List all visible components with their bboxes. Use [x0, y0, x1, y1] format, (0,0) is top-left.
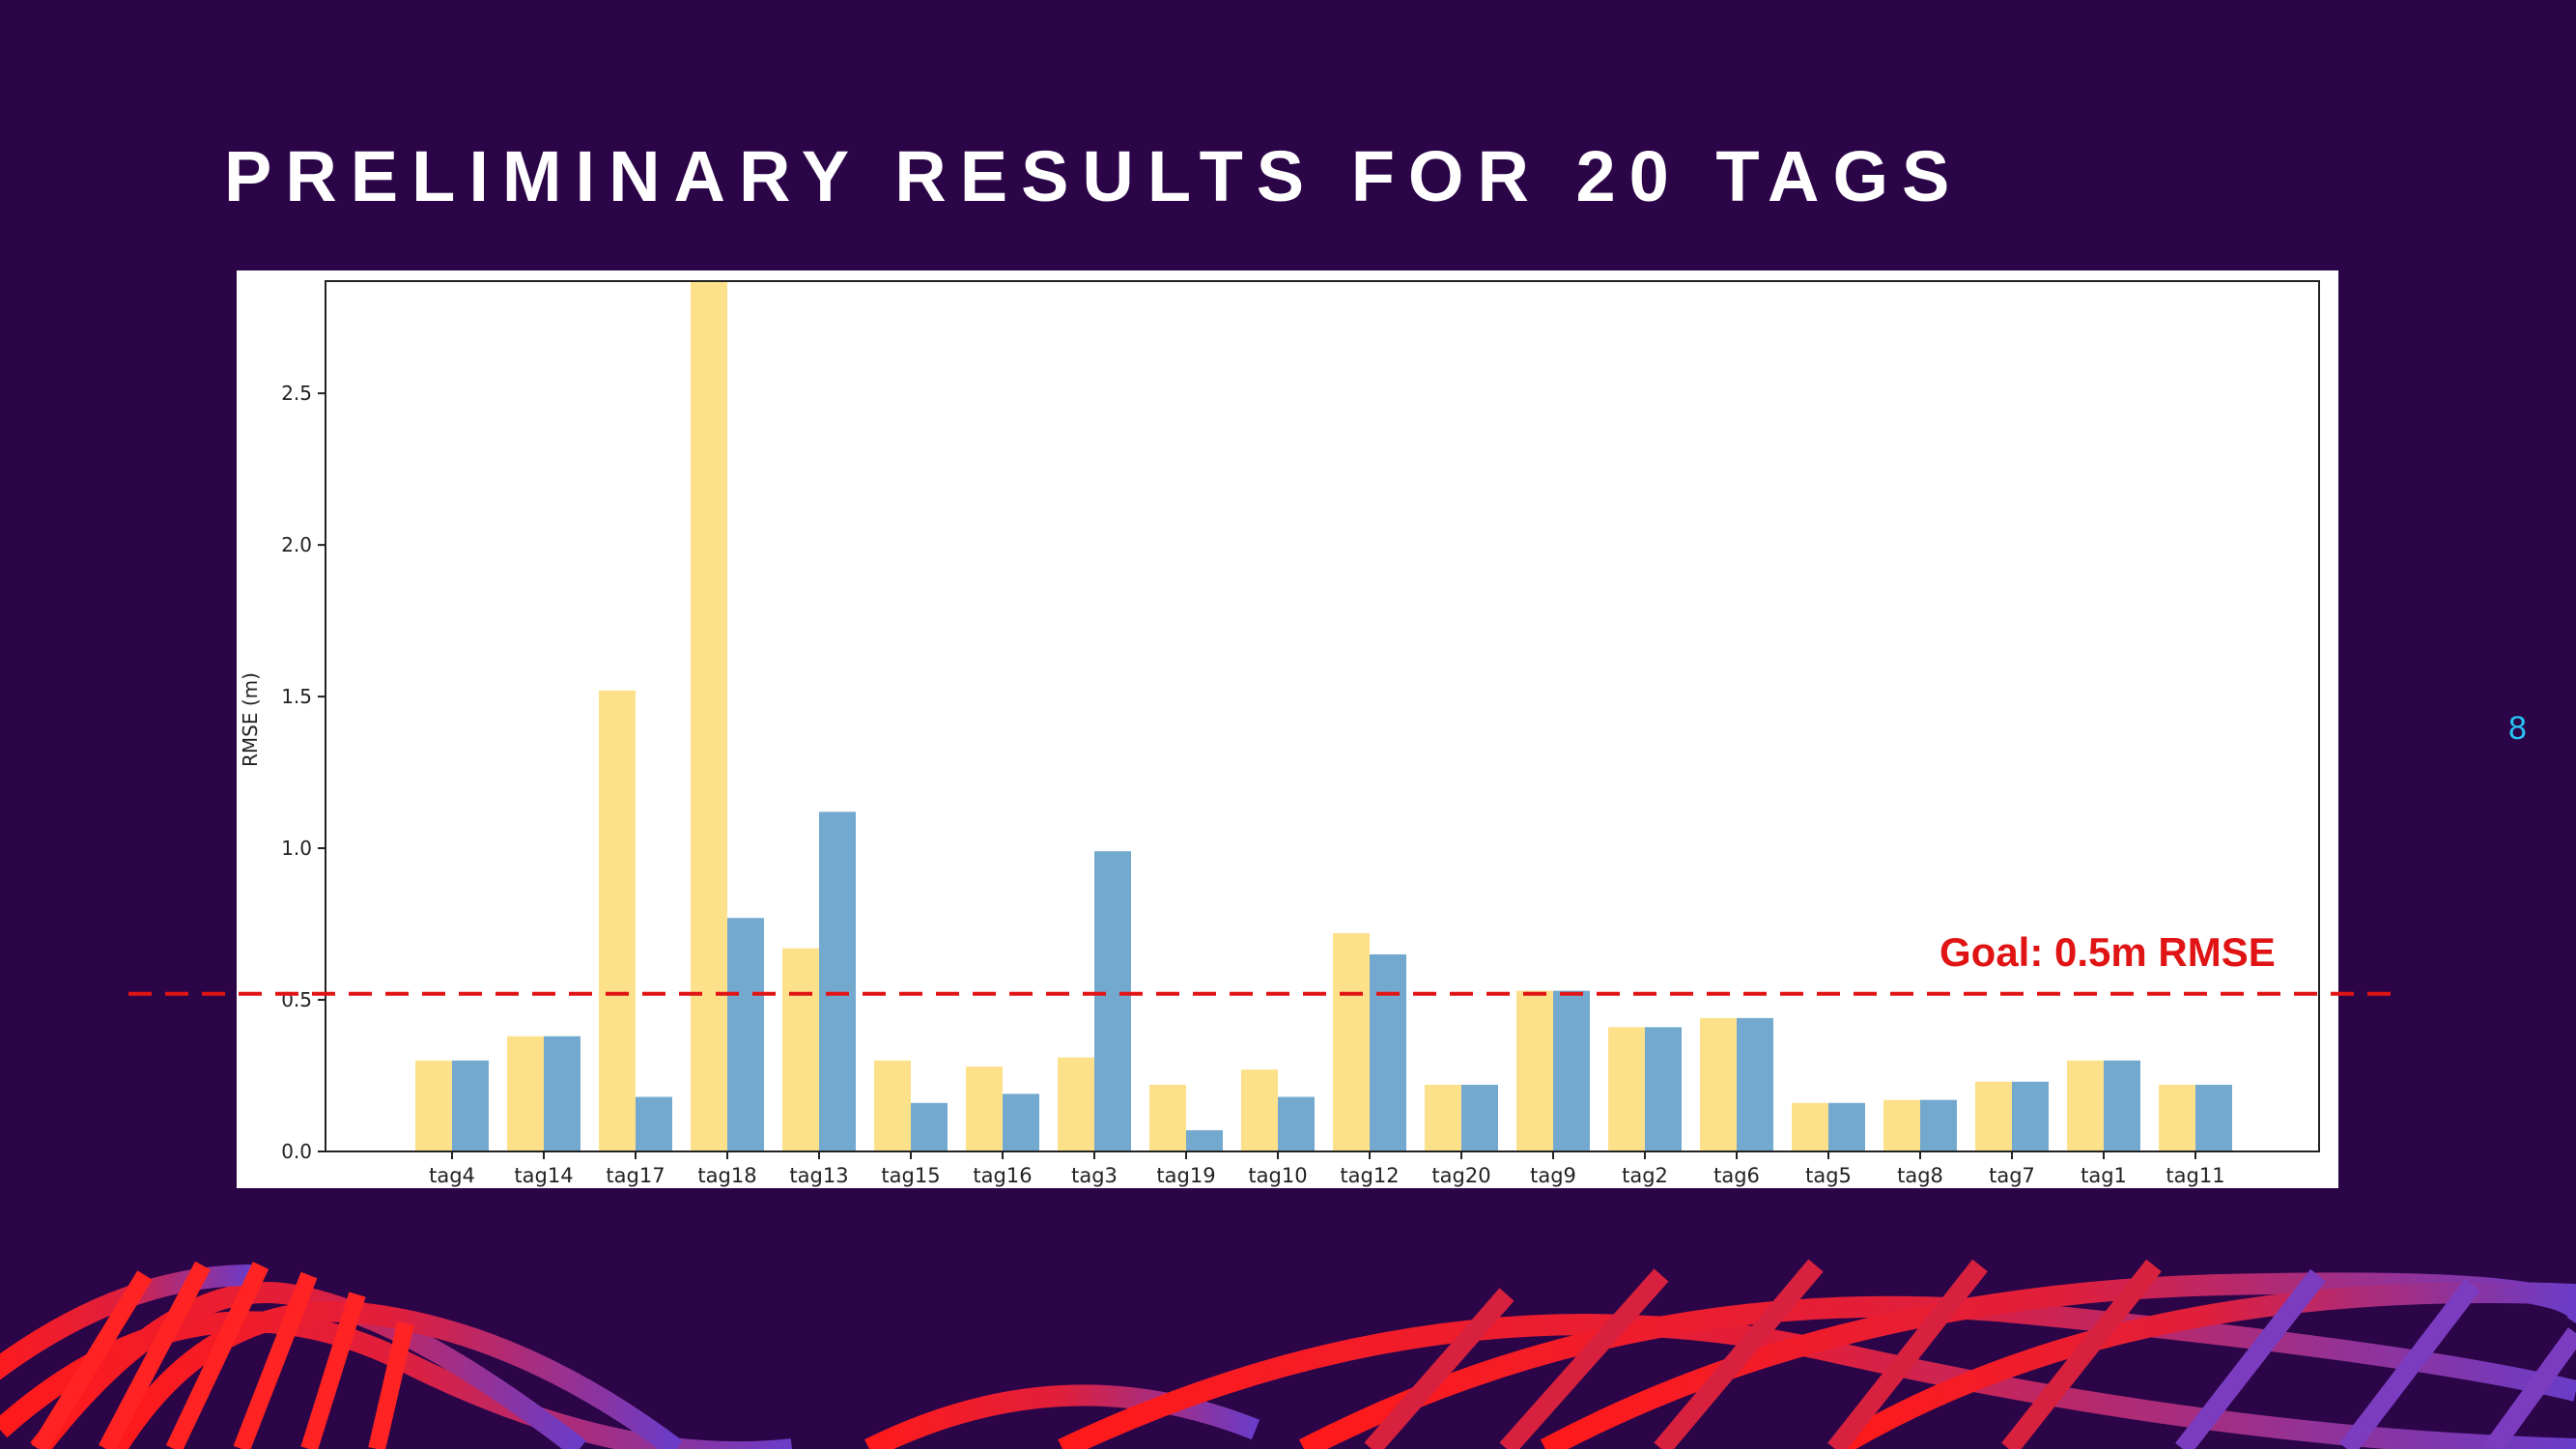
bar-tag8-series2 [1920, 1099, 1957, 1151]
bar-tag5-series2 [1828, 1102, 1865, 1151]
bar-tag16-series1 [966, 1066, 1003, 1151]
bar-tag14-series1 [507, 1036, 544, 1151]
bar-tag17-series2 [636, 1096, 672, 1151]
bar-tag15-series2 [911, 1102, 948, 1151]
x-tick-label-tag14: tag14 [514, 1164, 573, 1187]
bar-tag11-series2 [2195, 1084, 2232, 1151]
axes-frame [325, 280, 2320, 1152]
bar-tag11-series1 [2159, 1084, 2195, 1151]
x-tick-label-tag7: tag7 [1989, 1164, 2035, 1187]
y-axis-label: RMSE (m) [239, 672, 262, 767]
y-tick-label: 1.5 [281, 685, 312, 708]
x-tick-label-tag16: tag16 [973, 1164, 1032, 1187]
x-tick-label-tag20: tag20 [1431, 1164, 1490, 1187]
bar-tag19-series1 [1149, 1084, 1186, 1151]
slide-title: PRELIMINARY RESULTS FOR 20 TAGS [224, 136, 1964, 216]
x-tick-label-tag3: tag3 [1071, 1164, 1118, 1187]
bar-tag6-series1 [1700, 1017, 1737, 1151]
bar-tag14-series2 [544, 1036, 580, 1151]
bar-tag2-series1 [1608, 1027, 1645, 1151]
bar-tag7-series2 [2012, 1081, 2049, 1151]
bar-tag10-series2 [1278, 1096, 1315, 1151]
bar-tag1-series2 [2104, 1060, 2140, 1151]
x-tick-label-tag18: tag18 [697, 1164, 756, 1187]
bar-tag13-series1 [782, 948, 819, 1151]
y-axis: 0.0 0.5 1.0 1.5 2.0 2.5 [281, 382, 326, 1163]
y-tick-label: 1.0 [281, 837, 312, 860]
bar-tag8-series1 [1883, 1099, 1920, 1151]
x-tick-label-tag5: tag5 [1805, 1164, 1852, 1187]
bars-group [415, 281, 2232, 1151]
x-tick-label-tag6: tag6 [1713, 1164, 1760, 1187]
bar-tag7-series1 [1975, 1081, 2012, 1151]
x-tick-label-tag19: tag19 [1156, 1164, 1215, 1187]
y-tick-label: 0.0 [281, 1140, 312, 1163]
slide-number: 8 [2508, 710, 2527, 747]
bar-tag19-series2 [1186, 1130, 1223, 1151]
x-tick-label-tag4: tag4 [429, 1164, 475, 1187]
bar-tag10-series1 [1241, 1069, 1278, 1151]
x-tick-label-tag9: tag9 [1530, 1164, 1576, 1187]
bar-tag3-series2 [1094, 851, 1131, 1151]
bar-tag9-series1 [1516, 990, 1553, 1151]
x-tick-label-tag1: tag1 [2081, 1164, 2127, 1187]
bar-tag6-series2 [1737, 1017, 1773, 1151]
x-tick-label-tag13: tag13 [789, 1164, 848, 1187]
x-tick-label-tag17: tag17 [606, 1164, 665, 1187]
bar-tag9-series2 [1553, 990, 1590, 1151]
bar-tag13-series2 [819, 811, 856, 1151]
y-tick-label: 0.5 [281, 988, 312, 1011]
x-tick-label-tag12: tag12 [1340, 1164, 1399, 1187]
x-tick-label-tag8: tag8 [1897, 1164, 1943, 1187]
bar-tag17-series1 [599, 690, 636, 1151]
x-tick-label-tag10: tag10 [1248, 1164, 1307, 1187]
x-tick-label-tag2: tag2 [1622, 1164, 1668, 1187]
bar-tag1-series1 [2067, 1060, 2104, 1151]
bar-tag20-series1 [1425, 1084, 1461, 1151]
x-tick-label-tag11: tag11 [2166, 1164, 2224, 1187]
chart-panel: 0.0 0.5 1.0 1.5 2.0 2.5 tag4 tag14 tag17 tag18 ta… [237, 270, 2338, 1188]
y-tick-label: 2.0 [281, 533, 312, 556]
x-axis: tag4 tag14 tag17 tag18 tag13 tag15 tag16 tag3 ta… [429, 1151, 2225, 1187]
bar-tag15-series1 [874, 1060, 911, 1151]
bar-tag3-series1 [1058, 1057, 1094, 1151]
y-tick-label: 2.5 [281, 382, 312, 405]
goal-label: Goal: 0.5m RMSE [1939, 929, 2276, 975]
x-tick-label-tag15: tag15 [881, 1164, 940, 1187]
bar-tag12-series2 [1370, 953, 1406, 1151]
bar-tag12-series1 [1333, 932, 1370, 1151]
bar-tag4-series2 [452, 1060, 489, 1151]
bar-tag18-series1 [691, 281, 727, 1151]
bar-tag2-series2 [1645, 1027, 1682, 1151]
bar-tag5-series1 [1792, 1102, 1828, 1151]
decorative-ribbon-graphic [0, 1259, 2576, 1449]
bar-tag4-series1 [415, 1060, 452, 1151]
bar-chart: 0.00.51.01.52.02.5 tag4 tag14 tag17 tag18 ta… [239, 280, 2320, 1187]
bar-tag20-series2 [1461, 1084, 1498, 1151]
bar-tag16-series2 [1003, 1094, 1039, 1151]
bar-tag18-series2 [727, 918, 764, 1151]
